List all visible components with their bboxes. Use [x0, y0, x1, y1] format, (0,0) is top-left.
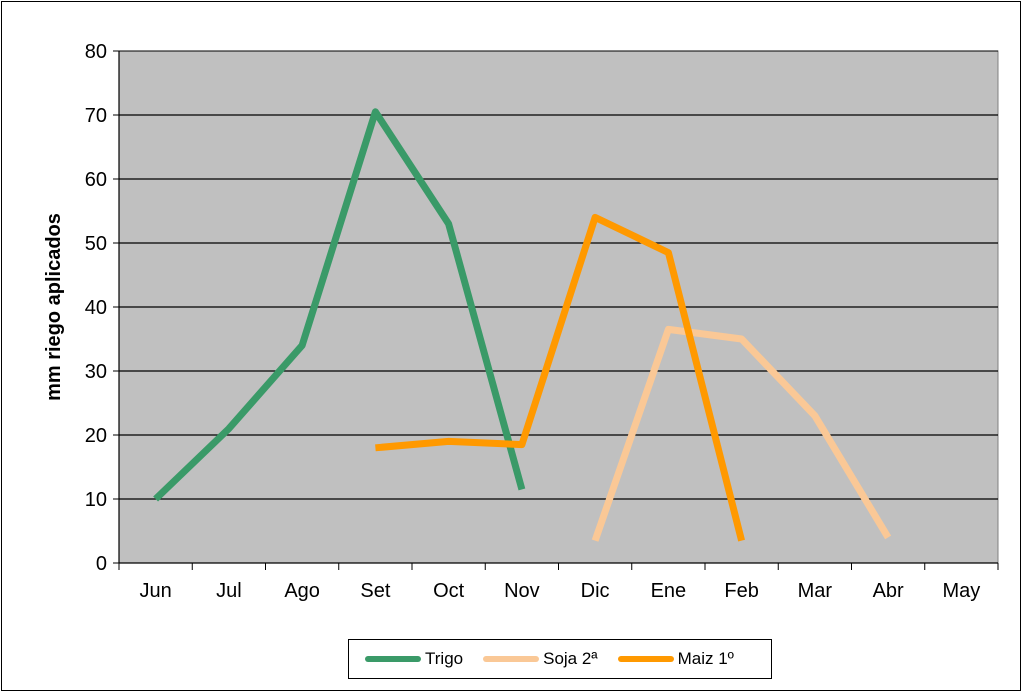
series-line-2	[375, 213, 745, 542]
grid-lines	[119, 50, 998, 500]
legend-item-soja: Soja 2ª	[483, 649, 598, 669]
axes	[113, 50, 999, 570]
x-tick-label-jun: Jun	[140, 580, 172, 602]
y-tick-label-0: 0	[96, 553, 107, 575]
y-tick-label-60: 60	[85, 169, 107, 191]
x-tick-label-mar: Mar	[798, 580, 833, 602]
x-tick-label-ago: Ago	[284, 580, 320, 602]
y-tick-label-20: 20	[85, 425, 107, 447]
y-tick-label-80: 80	[85, 41, 107, 63]
y-axis-title: mm riego aplicados	[43, 213, 65, 401]
legend-label-trigo: Trigo	[425, 649, 464, 668]
y-tick-label-40: 40	[85, 297, 107, 319]
x-tick-label-ene: Ene	[651, 580, 687, 602]
x-tick-label-nov: Nov	[504, 580, 540, 602]
legend-item-maiz: Maiz 1º	[617, 649, 734, 669]
series-line-0	[153, 108, 526, 502]
y-tick-label-30: 30	[85, 361, 107, 383]
legend: Trigo Soja 2ª Maiz 1º	[348, 639, 772, 679]
x-tick-label-jul: Jul	[216, 580, 242, 602]
y-tick-labels: 0 10 20 30 40 50 60 70 80	[85, 41, 107, 575]
series-lines	[153, 108, 892, 542]
x-tick-label-abr: Abr	[873, 580, 904, 602]
legend-swatch-soja	[483, 656, 540, 662]
y-tick-label-10: 10	[85, 489, 107, 511]
x-tick-label-feb: Feb	[724, 580, 758, 602]
legend-label-maiz: Maiz 1º	[677, 649, 734, 668]
legend-item-trigo: Trigo	[365, 649, 463, 669]
series-line-1	[591, 325, 892, 542]
legend-swatch-trigo	[365, 656, 421, 662]
x-tick-label-dic: Dic	[581, 580, 610, 602]
y-tick-label-50: 50	[85, 233, 107, 255]
x-tick-label-may: May	[942, 580, 980, 602]
x-tick-label-set: Set	[360, 580, 390, 602]
legend-label-soja: Soja 2ª	[543, 649, 598, 668]
legend-swatch-maiz	[617, 656, 674, 662]
x-tick-label-oct: Oct	[433, 580, 465, 602]
y-tick-label-70: 70	[85, 105, 107, 127]
x-tick-labels: Jun Jul Ago Set Oct Nov Dic Ene Feb Mar Abr May	[140, 580, 981, 602]
